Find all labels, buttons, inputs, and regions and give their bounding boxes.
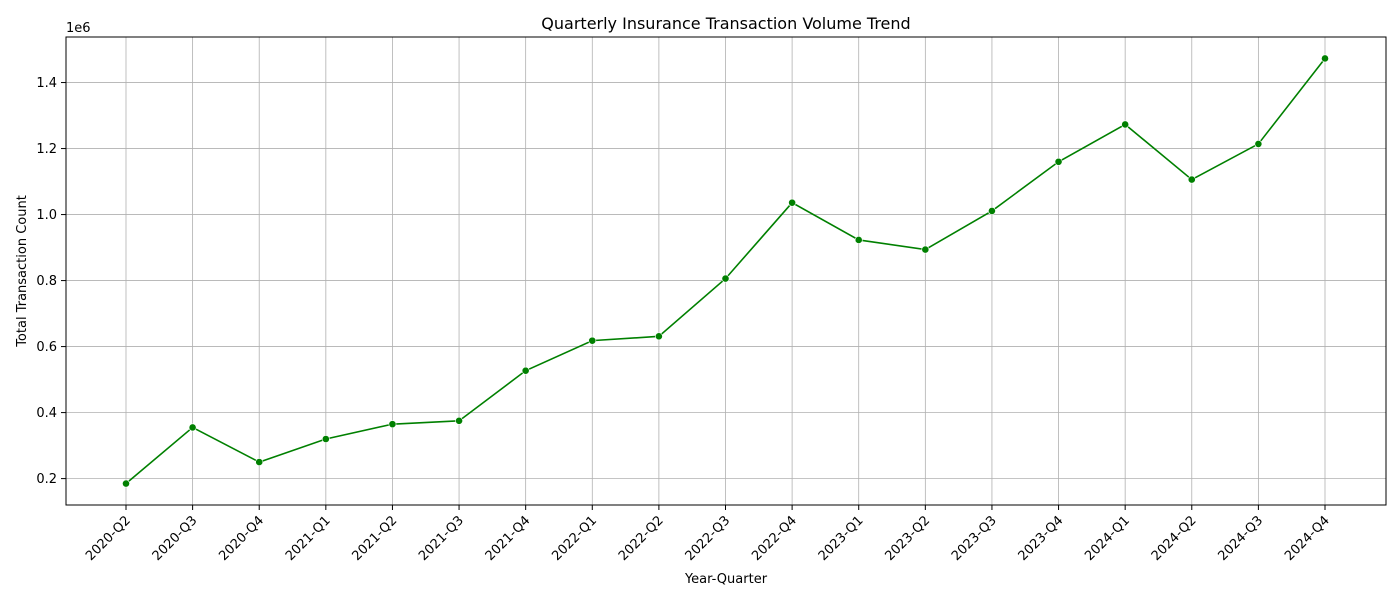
data-point [521, 366, 530, 375]
chart-title: Quarterly Insurance Transaction Volume T… [541, 14, 910, 33]
axes-frame [65, 36, 1387, 506]
x-tick-label: 2020-Q3 [150, 513, 201, 564]
x-tick-label: 2021-Q2 [350, 513, 401, 564]
data-point [1187, 175, 1196, 184]
x-tick-label: 2022-Q2 [616, 513, 667, 564]
y-tick-label: 0.6 [36, 340, 57, 355]
x-tick-label: 2024-Q1 [1082, 513, 1133, 564]
data-point [388, 420, 397, 429]
x-tick-label: 2022-Q1 [549, 513, 600, 564]
x-axis-title: Year-Quarter [684, 572, 768, 587]
y-axis-title: Total Transaction Count [15, 195, 30, 348]
x-tick-label: 2024-Q4 [1282, 513, 1333, 564]
x-tick-label: 2024-Q3 [1215, 513, 1266, 564]
data-point [854, 236, 863, 244]
data-point [654, 332, 663, 341]
data-point [321, 435, 330, 443]
data-point [455, 416, 463, 425]
data-point [588, 336, 597, 345]
x-axis-ticks: 2020-Q2 2020-Q3 2020-Q4 2021-Q1 2021-Q2 2021-… [83, 505, 1333, 564]
data-point [122, 479, 130, 488]
x-tick-label: 2021-Q4 [483, 513, 534, 564]
x-tick-label: 2023-Q2 [882, 513, 933, 564]
y-tick-label: 0.2 [36, 472, 57, 487]
x-tick-label: 2020-Q2 [83, 513, 134, 564]
x-tick-label: 2023-Q4 [1016, 513, 1067, 564]
y-axis-ticks: 0.2 0.4 0.6 0.8 1.0 1.2 1.4 [36, 76, 66, 487]
grid-layer [66, 37, 1386, 505]
y-tick-label: 0.4 [36, 406, 57, 421]
x-tick-label: 2022-Q4 [749, 513, 800, 564]
y-axis-offset-label: 1e6 [66, 21, 91, 36]
y-tick-label: 1.4 [36, 76, 57, 91]
x-tick-label: 2022-Q3 [683, 513, 734, 564]
x-tick-label: 2021-Q3 [416, 513, 467, 564]
data-point [1054, 157, 1063, 166]
data-point [988, 207, 996, 215]
data-point [1321, 54, 1329, 63]
data-point [721, 274, 730, 283]
x-tick-label: 2023-Q1 [816, 513, 867, 564]
x-tick-label: 2023-Q3 [949, 513, 1000, 564]
series-layer [122, 54, 1329, 488]
y-tick-label: 1.0 [36, 208, 57, 223]
data-point [255, 458, 264, 466]
data-point [188, 423, 197, 432]
x-tick-label: 2020-Q4 [216, 513, 267, 564]
data-point [921, 245, 930, 254]
y-tick-label: 0.8 [36, 274, 57, 289]
data-point [788, 198, 797, 207]
x-tick-label: 2024-Q2 [1149, 513, 1200, 564]
data-point [1121, 120, 1130, 129]
data-point [1254, 140, 1263, 148]
x-tick-label: 2021-Q1 [283, 513, 334, 564]
y-tick-label: 1.2 [36, 142, 57, 157]
